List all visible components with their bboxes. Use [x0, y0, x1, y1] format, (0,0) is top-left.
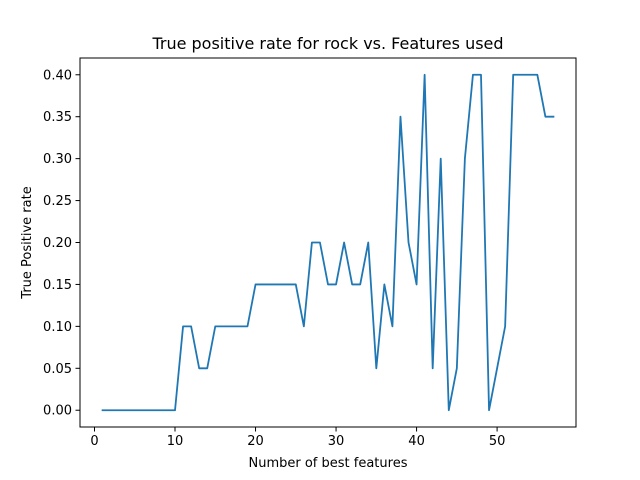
x-tick-label: 20	[247, 434, 264, 449]
x-tick-label: 30	[328, 434, 345, 449]
plot-series	[101, 73, 555, 412]
y-tick-label: 0.05	[43, 362, 72, 377]
x-axis-label: Number of best features	[249, 456, 408, 471]
y-tick-label: 0.20	[43, 236, 72, 251]
plot-frame	[79, 57, 577, 428]
y-tick-label: 0.30	[43, 152, 72, 167]
y-axis-label: True Positive rate	[20, 186, 35, 299]
series-line	[101, 73, 555, 412]
axis-ticks: 0 10 20 30 40 50 0.00 0.05 0.10 0.15 0.20 0.25 0.30 0…	[43, 68, 505, 449]
x-tick-label: 40	[408, 434, 425, 449]
y-tick-label: 0.40	[43, 68, 72, 83]
chart-title: True positive rate for rock vs. Features…	[151, 34, 503, 53]
y-tick-label: 0.00	[43, 404, 72, 419]
y-tick-label: 0.25	[43, 194, 72, 209]
x-tick-label: 50	[489, 434, 506, 449]
x-tick-label: 0	[90, 434, 98, 449]
y-tick-label: 0.15	[43, 278, 72, 293]
y-tick-label: 0.35	[43, 110, 72, 125]
x-tick-label: 10	[167, 434, 184, 449]
y-tick-label: 0.10	[43, 320, 72, 335]
